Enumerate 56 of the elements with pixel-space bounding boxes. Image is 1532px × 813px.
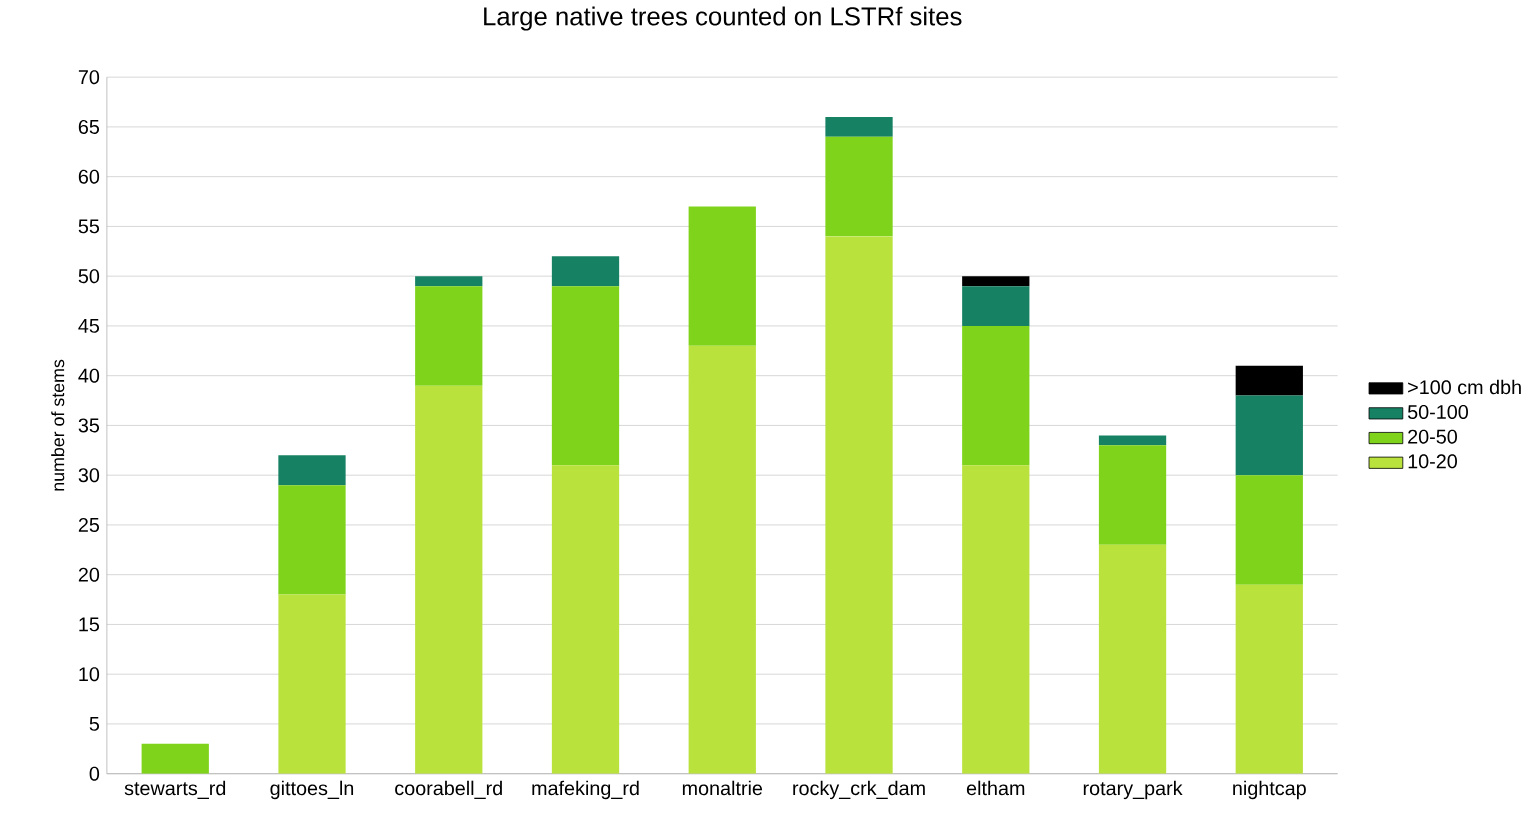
legend-label: >100 cm dbh bbox=[1408, 379, 1521, 395]
y-tick-label: 50 bbox=[78, 269, 100, 284]
bar bbox=[825, 236, 893, 774]
bar bbox=[1235, 584, 1303, 774]
bar bbox=[962, 276, 1030, 286]
bar bbox=[688, 345, 756, 774]
y-tick-label: 65 bbox=[78, 119, 100, 134]
bar bbox=[962, 465, 1030, 774]
x-tick-label: rotary_park bbox=[1083, 780, 1183, 799]
y-tick-label: 35 bbox=[78, 418, 100, 433]
bar bbox=[278, 485, 346, 595]
y-tick-label: 30 bbox=[78, 468, 100, 483]
y-tick-label: 0 bbox=[89, 766, 100, 781]
x-tick-label: mafeking_rd bbox=[532, 780, 639, 799]
y-tick-label: 10 bbox=[79, 667, 100, 682]
bar bbox=[1098, 435, 1167, 446]
bar bbox=[415, 276, 483, 286]
y-tick-label: 5 bbox=[89, 716, 100, 731]
y-tick-label: 25 bbox=[78, 517, 100, 532]
y-tick-label: 70 bbox=[78, 70, 100, 85]
y-tick-label: 15 bbox=[79, 617, 100, 632]
bar bbox=[551, 256, 620, 286]
bar bbox=[551, 285, 620, 466]
bar bbox=[1235, 395, 1303, 476]
bar bbox=[1235, 365, 1303, 396]
x-tick-label: gittoes_ln bbox=[270, 780, 354, 799]
y-tick-label: 45 bbox=[78, 318, 100, 333]
bar bbox=[278, 594, 346, 774]
bar bbox=[962, 325, 1030, 466]
legend-label: 50-100 bbox=[1407, 404, 1468, 419]
bar bbox=[1235, 475, 1303, 585]
x-tick-label: nightcap bbox=[1233, 780, 1306, 799]
y-tick-label: 55 bbox=[78, 219, 100, 234]
bar bbox=[1098, 445, 1167, 545]
bar bbox=[962, 285, 1030, 326]
x-tick-label: monaltrie bbox=[682, 780, 763, 796]
y-tick-label: 60 bbox=[78, 169, 100, 184]
bar bbox=[278, 455, 346, 485]
y-axis-title: number of stems bbox=[51, 359, 65, 491]
bar bbox=[825, 136, 893, 237]
legend-label: 20-50 bbox=[1408, 429, 1457, 444]
x-tick-label: stewarts_rd bbox=[124, 780, 226, 799]
bar bbox=[688, 206, 756, 346]
chart-title: Large native trees counted on LSTRf sites bbox=[484, 6, 962, 31]
legend-label: 10-20 bbox=[1408, 454, 1457, 469]
bar bbox=[415, 285, 483, 386]
x-tick-label: coorabell_rd bbox=[395, 780, 502, 799]
y-tick-label: 40 bbox=[78, 368, 100, 383]
y-tick-label: 20 bbox=[78, 567, 100, 582]
x-tick-label: rocky_crk_dam bbox=[793, 780, 925, 799]
bar bbox=[415, 385, 483, 774]
bar bbox=[825, 116, 893, 137]
x-tick-label: eltham bbox=[966, 780, 1025, 796]
bar bbox=[141, 743, 209, 774]
bar bbox=[1098, 544, 1167, 774]
bar bbox=[551, 465, 620, 774]
